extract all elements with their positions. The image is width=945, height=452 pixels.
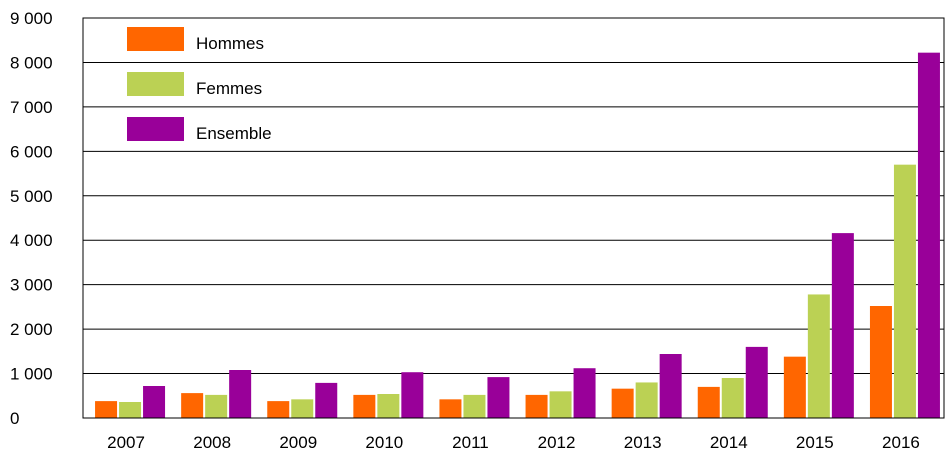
x-tick-label: 2015 xyxy=(796,433,834,452)
bar-ensemble-2010 xyxy=(401,372,423,418)
bar-ensemble-2015 xyxy=(832,233,854,418)
bar-hommes-2010 xyxy=(353,395,375,418)
bar-hommes-2011 xyxy=(439,399,461,418)
bar-femmes-2012 xyxy=(550,391,572,418)
bar-hommes-2008 xyxy=(181,393,203,418)
bar-femmes-2007 xyxy=(119,402,141,418)
y-axis-tick-labels: 0 1 000 2 000 3 000 4 000 5 000 6 000 7 000 8 00… xyxy=(10,9,53,428)
y-tick-label: 9 000 xyxy=(10,9,53,28)
y-tick-label: 7 000 xyxy=(10,98,53,117)
x-tick-label: 2008 xyxy=(193,433,231,452)
bar-femmes-2015 xyxy=(808,294,830,418)
bar-hommes-2012 xyxy=(526,395,548,418)
bar-ensemble-2012 xyxy=(574,368,596,418)
bar-ensemble-2009 xyxy=(315,383,337,418)
bar-femmes-2008 xyxy=(205,395,227,418)
legend-label-femmes: Femmes xyxy=(196,79,262,98)
bar-ensemble-2013 xyxy=(660,354,682,418)
bar-femmes-2010 xyxy=(377,394,399,418)
bar-hommes-2015 xyxy=(784,357,806,418)
y-tick-label: 3 000 xyxy=(10,276,53,295)
x-tick-label: 2014 xyxy=(710,433,748,452)
y-tick-label: 4 000 xyxy=(10,231,53,250)
y-tick-label: 2 000 xyxy=(10,320,53,339)
x-tick-label: 2016 xyxy=(882,433,920,452)
x-tick-label: 2011 xyxy=(452,433,489,452)
bar-femmes-2013 xyxy=(636,382,658,418)
bar-femmes-2011 xyxy=(463,395,485,418)
bar-ensemble-2008 xyxy=(229,370,251,418)
y-tick-label: 1 000 xyxy=(10,365,53,384)
y-tick-label: 8 000 xyxy=(10,53,53,72)
x-tick-label: 2007 xyxy=(107,433,145,452)
legend: Hommes Femmes Ensemble xyxy=(127,27,272,143)
bars xyxy=(95,53,940,418)
bar-ensemble-2014 xyxy=(746,347,768,418)
y-tick-label: 0 xyxy=(10,409,19,428)
x-tick-label: 2009 xyxy=(279,433,317,452)
bar-femmes-2014 xyxy=(722,378,744,418)
legend-swatch-femmes xyxy=(127,72,184,96)
y-tick-label: 5 000 xyxy=(10,187,53,206)
bar-hommes-2009 xyxy=(267,401,289,418)
x-axis-tick-labels: 2007 2008 2009 2010 2011 2012 2013 2014 2015 2016 xyxy=(107,433,920,452)
bar-femmes-2016 xyxy=(894,165,916,418)
bar-hommes-2013 xyxy=(612,389,634,418)
x-tick-label: 2010 xyxy=(365,433,403,452)
bar-hommes-2007 xyxy=(95,401,117,418)
bar-hommes-2016 xyxy=(870,306,892,418)
bar-ensemble-2016 xyxy=(918,53,940,418)
bar-hommes-2014 xyxy=(698,387,720,418)
x-tick-label: 2013 xyxy=(624,433,662,452)
y-tick-label: 6 000 xyxy=(10,142,53,161)
bar-femmes-2009 xyxy=(291,399,313,418)
bar-ensemble-2011 xyxy=(487,377,509,418)
x-tick-label: 2012 xyxy=(538,433,576,452)
bar-ensemble-2007 xyxy=(143,386,165,418)
legend-label-ensemble: Ensemble xyxy=(196,124,272,143)
legend-swatch-ensemble xyxy=(127,117,184,141)
legend-swatch-hommes xyxy=(127,27,184,51)
legend-label-hommes: Hommes xyxy=(196,34,264,53)
